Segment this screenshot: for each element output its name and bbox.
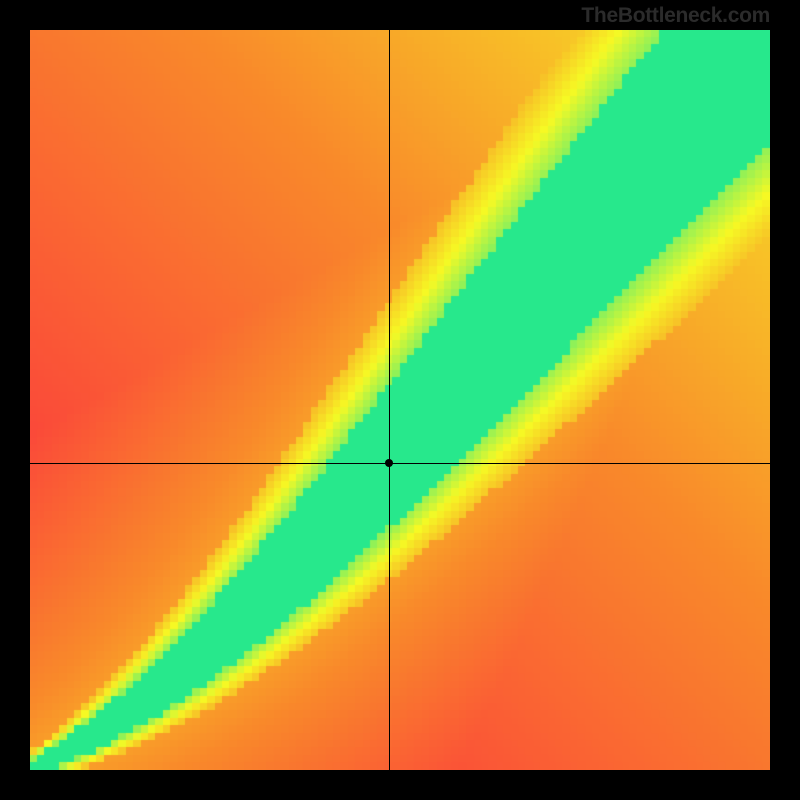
crosshair-horizontal	[30, 463, 770, 464]
watermark-text: TheBottleneck.com	[581, 4, 770, 28]
heatmap-canvas	[30, 30, 770, 770]
selection-marker	[385, 459, 393, 467]
crosshair-vertical	[389, 30, 390, 770]
plot-area	[30, 30, 770, 770]
